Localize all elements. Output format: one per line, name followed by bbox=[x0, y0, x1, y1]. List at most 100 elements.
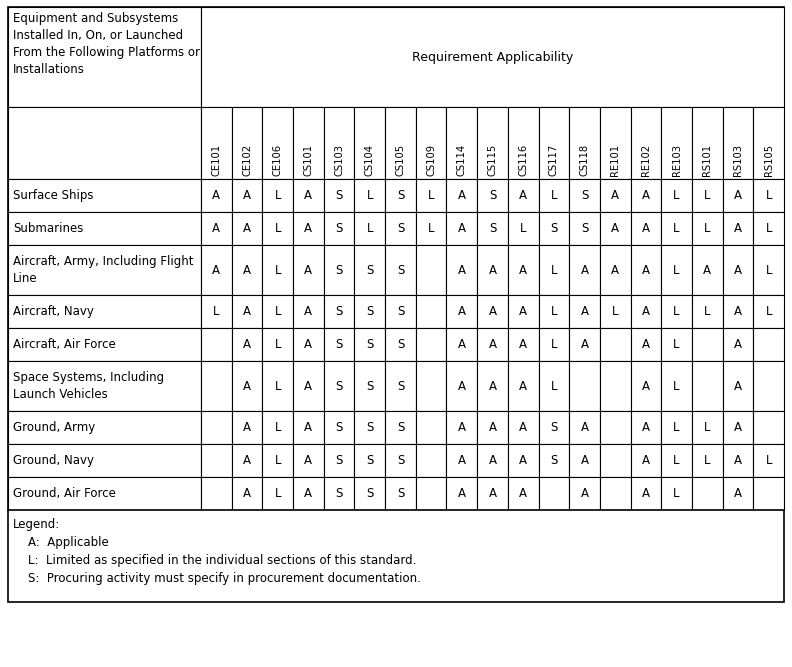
Bar bbox=[385, 444, 416, 477]
Bar bbox=[385, 245, 416, 295]
Bar bbox=[753, 477, 784, 510]
Text: S: S bbox=[397, 421, 404, 434]
Bar bbox=[355, 245, 385, 295]
Bar bbox=[8, 328, 201, 361]
Bar bbox=[232, 411, 262, 444]
Text: A: A bbox=[734, 305, 742, 318]
Bar bbox=[692, 212, 722, 245]
Bar bbox=[722, 477, 753, 510]
Text: CS109: CS109 bbox=[426, 144, 436, 176]
Bar bbox=[385, 411, 416, 444]
Text: S: S bbox=[335, 338, 343, 351]
Bar bbox=[692, 245, 722, 295]
Bar bbox=[600, 295, 630, 328]
Bar bbox=[447, 444, 477, 477]
Bar bbox=[232, 245, 262, 295]
Text: S: S bbox=[366, 454, 374, 467]
Text: RS101: RS101 bbox=[703, 144, 712, 176]
Bar bbox=[385, 212, 416, 245]
Bar bbox=[385, 477, 416, 510]
Bar bbox=[630, 212, 661, 245]
Text: Legend:: Legend: bbox=[13, 518, 60, 531]
Bar bbox=[447, 107, 477, 179]
Text: S: S bbox=[550, 222, 558, 235]
Text: A: A bbox=[611, 263, 619, 277]
Text: A: A bbox=[458, 305, 466, 318]
Bar bbox=[692, 444, 722, 477]
Text: L: L bbox=[550, 380, 557, 392]
Text: CE106: CE106 bbox=[272, 144, 283, 176]
Bar bbox=[477, 295, 508, 328]
Text: A: A bbox=[520, 454, 527, 467]
Text: L: L bbox=[704, 454, 710, 467]
Text: S: S bbox=[397, 189, 404, 202]
Bar bbox=[355, 212, 385, 245]
Text: S: S bbox=[397, 380, 404, 392]
Text: A: A bbox=[734, 338, 742, 351]
Bar bbox=[661, 295, 692, 328]
Bar bbox=[416, 179, 447, 212]
Bar bbox=[630, 361, 661, 411]
Text: CS101: CS101 bbox=[303, 144, 314, 176]
Bar bbox=[753, 179, 784, 212]
Text: L: L bbox=[673, 189, 680, 202]
Text: CS117: CS117 bbox=[549, 144, 559, 176]
Text: S: S bbox=[335, 305, 343, 318]
Bar bbox=[262, 411, 293, 444]
Text: S: S bbox=[366, 305, 374, 318]
Text: A: A bbox=[734, 454, 742, 467]
Text: CS115: CS115 bbox=[488, 144, 497, 176]
Text: A: A bbox=[520, 263, 527, 277]
Text: L: L bbox=[428, 222, 434, 235]
Text: L: L bbox=[765, 189, 772, 202]
Bar bbox=[477, 245, 508, 295]
Bar bbox=[600, 212, 630, 245]
Bar bbox=[8, 107, 201, 179]
Text: L: L bbox=[673, 454, 680, 467]
Text: L: L bbox=[550, 338, 557, 351]
Bar bbox=[355, 477, 385, 510]
Bar bbox=[753, 411, 784, 444]
Bar bbox=[324, 444, 355, 477]
Bar bbox=[8, 7, 201, 107]
Bar bbox=[324, 328, 355, 361]
Bar bbox=[8, 179, 201, 212]
Text: A: A bbox=[458, 263, 466, 277]
Bar bbox=[600, 477, 630, 510]
Text: A: A bbox=[520, 487, 527, 500]
Text: A: A bbox=[642, 338, 650, 351]
Text: A: A bbox=[642, 487, 650, 500]
Text: L: L bbox=[550, 263, 557, 277]
Bar bbox=[661, 477, 692, 510]
Text: S: S bbox=[366, 487, 374, 500]
Bar bbox=[722, 245, 753, 295]
Text: A: A bbox=[520, 189, 527, 202]
Bar bbox=[477, 107, 508, 179]
Bar bbox=[201, 444, 232, 477]
Bar bbox=[539, 245, 569, 295]
Text: A: A bbox=[734, 487, 742, 500]
Text: L: L bbox=[213, 305, 219, 318]
Text: A: A bbox=[458, 487, 466, 500]
Bar bbox=[692, 179, 722, 212]
Bar bbox=[753, 295, 784, 328]
Bar bbox=[293, 212, 324, 245]
Bar bbox=[293, 361, 324, 411]
Text: A: A bbox=[489, 263, 497, 277]
Bar bbox=[692, 411, 722, 444]
Text: Aircraft, Army, Including Flight
Line: Aircraft, Army, Including Flight Line bbox=[13, 255, 193, 285]
Bar bbox=[508, 328, 539, 361]
Text: L: L bbox=[275, 338, 281, 351]
Bar bbox=[262, 328, 293, 361]
Bar bbox=[692, 361, 722, 411]
Text: S: S bbox=[550, 454, 558, 467]
Text: L: L bbox=[367, 189, 373, 202]
Bar bbox=[385, 179, 416, 212]
Text: S: S bbox=[366, 338, 374, 351]
Text: A: A bbox=[458, 189, 466, 202]
Bar bbox=[232, 361, 262, 411]
Bar bbox=[293, 245, 324, 295]
Bar bbox=[324, 295, 355, 328]
Text: RS105: RS105 bbox=[763, 144, 774, 176]
Bar bbox=[508, 107, 539, 179]
